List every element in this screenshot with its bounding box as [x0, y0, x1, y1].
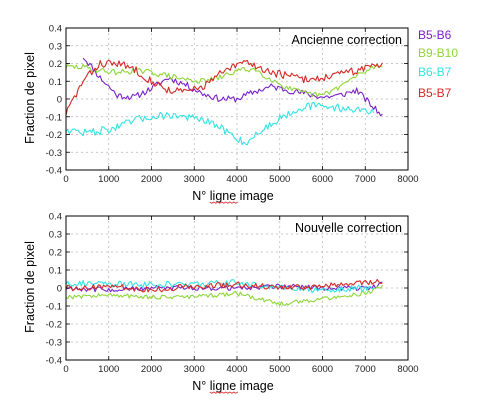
- y-tick-label: 0.4: [49, 24, 62, 35]
- x-tick-label: 1000: [98, 174, 119, 185]
- chart-nouvelle-correction: 0 1000 2000 3000 4000 5000 6000 7000 8000 -0.4 -0.…: [23, 212, 419, 394]
- x-tick-label: 8000: [397, 364, 418, 375]
- chart-title: Nouvelle correction: [295, 221, 402, 235]
- x-tick-label: 4000: [226, 364, 247, 375]
- y-tick-label: -0.3: [46, 338, 62, 349]
- y-tick-label: 0.2: [49, 59, 62, 70]
- x-tick-label: 6000: [312, 364, 333, 375]
- x-tick-label: 8000: [397, 174, 418, 185]
- legend-item-b5-b6: B5-B6: [418, 28, 452, 42]
- x-tick-label: 7000: [355, 364, 376, 375]
- x-tick-label: 6000: [312, 174, 333, 185]
- series-line-b6-b7: [65, 101, 375, 146]
- y-axis-label: Fraction de pixel: [23, 241, 37, 333]
- y-tick-label: 0.4: [49, 212, 62, 223]
- y-tick-label: -0.4: [46, 356, 62, 367]
- legend-item-b6-b7: B6-B7: [418, 65, 452, 79]
- x-tick-label: 7000: [355, 174, 376, 185]
- y-tick-label: -0.2: [46, 320, 62, 331]
- y-tick-label: -0.4: [46, 166, 62, 177]
- y-tick-label: 0.1: [49, 266, 62, 277]
- x-tick-label: 4000: [226, 174, 247, 185]
- y-axis-label: Fraction de pixel: [23, 52, 37, 144]
- y-tick-label: 0: [57, 284, 62, 295]
- series-line-b6-b7: [65, 279, 374, 294]
- y-tick-label: 0.3: [49, 230, 62, 241]
- legend-item-b9-b10: B9-B10: [418, 46, 458, 60]
- y-tick-label: 0: [57, 95, 62, 106]
- spellcheck-underline: [209, 391, 239, 394]
- x-tick-label: 2000: [141, 174, 162, 185]
- series-line-b9-b10: [65, 284, 383, 307]
- x-tick-label: 0: [63, 364, 68, 375]
- y-tick-label: -0.2: [46, 130, 62, 141]
- legend: B5-B6 B9-B10 B6-B7 B5-B7: [418, 28, 458, 100]
- series-line-b5-b7: [65, 59, 383, 116]
- chart-ancienne-correction: 0 1000 2000 3000 4000 5000 6000 7000 8000 -0.4 -0.…: [23, 24, 419, 204]
- x-tick-label: 3000: [184, 174, 205, 185]
- x-tick-label: 5000: [269, 174, 290, 185]
- legend-item-b5-b7: B5-B7: [418, 86, 452, 100]
- series-line-b9-b10: [65, 63, 383, 98]
- y-tick-label: 0.3: [49, 41, 62, 52]
- x-tick-label: 2000: [141, 364, 162, 375]
- y-tick-label: -0.1: [46, 302, 62, 313]
- x-axis-label: N° ligne image: [192, 189, 273, 203]
- y-tick-label: 0.2: [49, 248, 62, 259]
- x-tick-label: 5000: [269, 364, 290, 375]
- x-tick-label: 3000: [184, 364, 205, 375]
- y-tick-label: -0.1: [46, 112, 62, 123]
- x-tick-label: 0: [63, 174, 68, 185]
- series-line-b5-b7: [65, 278, 383, 293]
- chart-title: Ancienne correction: [292, 33, 403, 47]
- x-axis-label: N° ligne image: [192, 379, 273, 393]
- y-tick-label: 0.1: [49, 77, 62, 88]
- x-tick-label: 1000: [98, 364, 119, 375]
- y-tick-label: -0.3: [46, 148, 62, 159]
- spellcheck-underline: [209, 201, 239, 204]
- series-line-b5-b6: [82, 57, 383, 117]
